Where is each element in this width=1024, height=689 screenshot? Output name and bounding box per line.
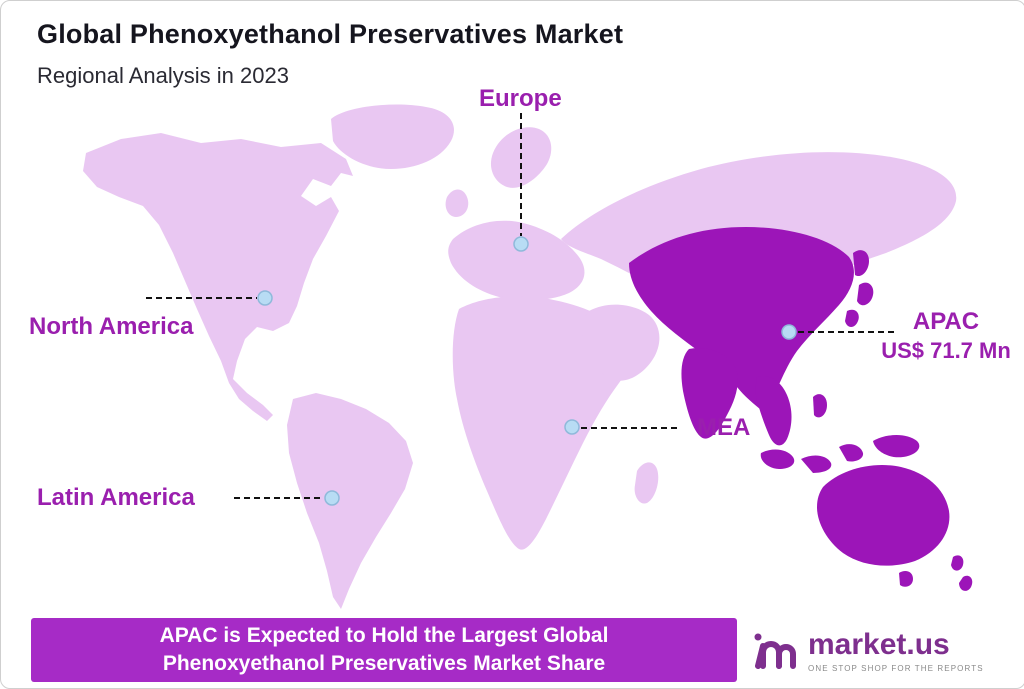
market-us-logo-text: market.us ONE STOP SHOP FOR THE REPORTS (808, 627, 984, 673)
continent-middle-east (582, 304, 660, 381)
region-label-north-america: North America (29, 313, 194, 340)
key-takeaway-banner: APAC is Expected to Hold the Largest Glo… (31, 618, 737, 682)
connectors (146, 113, 896, 499)
region-apac-dark (629, 227, 973, 591)
apac-japan (845, 250, 874, 327)
logo-tagline: ONE STOP SHOP FOR THE REPORTS (808, 663, 984, 673)
apac-se-asia (755, 375, 792, 446)
continent-south-america (287, 393, 413, 609)
continent-greenland (331, 104, 454, 169)
page-title: Global Phenoxyethanol Preservatives Mark… (37, 19, 624, 49)
apac-philippines (813, 394, 827, 418)
apac-label: APAC (912, 308, 980, 335)
marker-dot-latin-america (324, 490, 340, 506)
apac-new-guinea (873, 435, 920, 458)
marker-dot-mea (564, 419, 580, 435)
market-us-logo: market.us ONE STOP SHOP FOR THE REPORTS (753, 625, 984, 677)
apac-australia (817, 465, 950, 566)
marker-dot-europe (513, 236, 529, 252)
banner-line-2: Phenoxyethanol Preservatives Market Shar… (162, 652, 606, 675)
banner-line-1: APAC is Expected to Hold the Largest Glo… (159, 623, 609, 647)
page-subtitle: Regional Analysis in 2023 (37, 63, 289, 88)
apac-new-zealand (951, 555, 973, 591)
region-label-europe: Europe (479, 85, 562, 112)
logo-name: market.us (808, 627, 950, 661)
markers (257, 236, 797, 506)
region-label-apac: APAC US$ 71.7 Mn (871, 307, 1021, 365)
market-us-logo-icon (754, 633, 796, 669)
continent-madagascar (634, 462, 659, 504)
continent-europe-mainland (448, 220, 585, 301)
apac-value: US$ 71.7 Mn (881, 338, 1011, 363)
continent-africa (452, 296, 631, 550)
marker-dot-north-america (257, 290, 273, 306)
apac-indonesia (760, 444, 864, 473)
apac-mainland-asia (629, 227, 854, 413)
marker-dot-apac (781, 324, 797, 340)
region-label-latin-america: Latin America (37, 484, 195, 511)
continent-north-america (83, 133, 353, 421)
apac-tasmania (899, 571, 913, 587)
region-label-mea: MEA (697, 414, 751, 441)
continent-europe-uk (445, 189, 469, 217)
apac-india (681, 347, 738, 439)
